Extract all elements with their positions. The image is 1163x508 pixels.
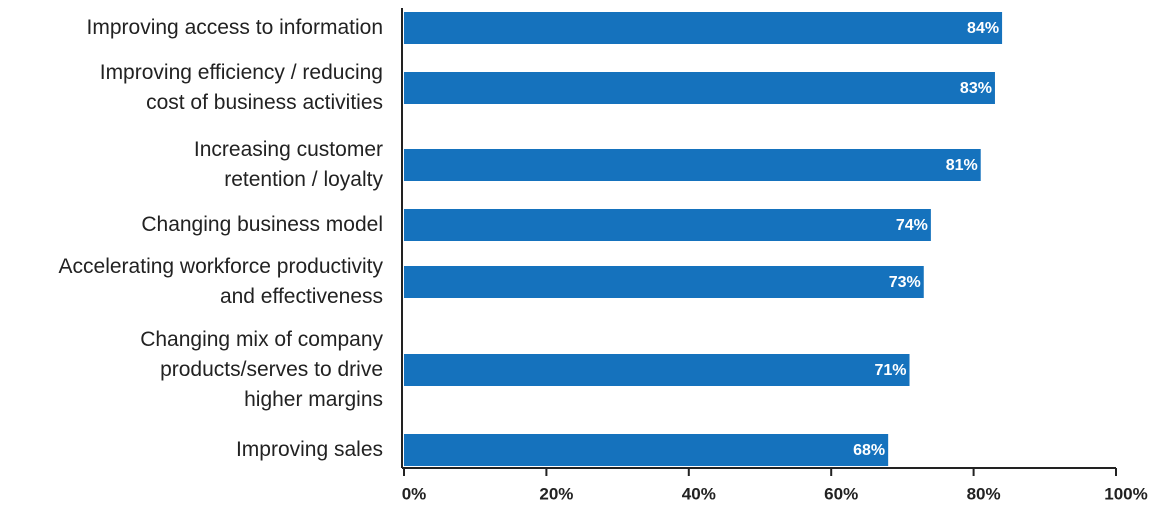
value-label: 84% — [967, 20, 999, 37]
bar — [404, 12, 1003, 44]
bar — [404, 149, 981, 181]
x-tick-label: 40% — [682, 484, 716, 503]
category-line: Improving access to information — [87, 16, 383, 39]
bar — [404, 354, 910, 386]
category-line: retention / loyalty — [224, 168, 383, 191]
category-line: Changing business model — [141, 213, 383, 236]
value-label: 68% — [853, 442, 885, 459]
category-label: Changing business model — [141, 213, 383, 236]
x-tick-label: 100% — [1104, 484, 1147, 503]
category-line: Increasing customer — [194, 138, 383, 161]
category-line: products/serves to drive — [160, 358, 383, 381]
category-label: Improving efficiency / reducing cost of b… — [100, 61, 383, 114]
value-label: 71% — [874, 362, 906, 379]
x-tick-label: 20% — [539, 484, 573, 503]
x-tick-label: 0% — [402, 484, 427, 503]
bar — [404, 434, 889, 466]
value-label: 83% — [960, 80, 992, 97]
category-line: cost of business activities — [146, 91, 383, 114]
value-label: 74% — [896, 217, 928, 234]
category-line: Accelerating workforce productivity — [59, 255, 384, 278]
bar — [404, 72, 995, 104]
bar — [404, 266, 924, 298]
category-label: Improving access to information — [87, 16, 383, 39]
category-line: Improving efficiency / reducing — [100, 61, 383, 84]
category-line: Improving sales — [236, 438, 383, 461]
category-label: Improving sales — [236, 438, 383, 461]
category-line: and effectiveness — [220, 285, 383, 308]
category-label: Accelerating workforce productivity and e… — [59, 255, 384, 308]
category-line: higher margins — [244, 388, 383, 411]
bar — [404, 209, 931, 241]
category-label: Increasing customer retention / loyalty — [194, 138, 384, 191]
category-line: Changing mix of company — [140, 328, 383, 351]
category-label: Changing mix of company products/serves t… — [140, 328, 383, 411]
value-label: 73% — [889, 274, 921, 291]
value-label: 81% — [946, 157, 978, 174]
x-tick-label: 60% — [824, 484, 858, 503]
x-tick-label: 80% — [967, 484, 1001, 503]
